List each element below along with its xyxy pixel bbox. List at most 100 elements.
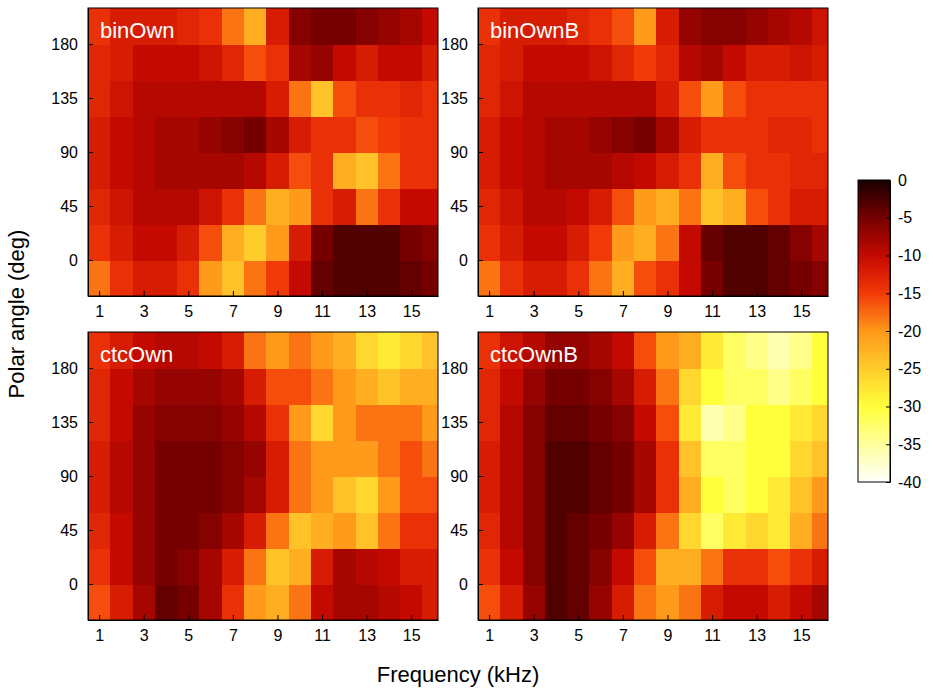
heat-cell [790,548,813,585]
heat-cell [88,260,111,296]
heat-cell [478,224,501,261]
heat-cell [88,188,111,225]
heat-cell [589,548,612,585]
heat-cell [400,404,423,441]
heat-cell [500,260,523,296]
heat-cell [311,260,334,296]
heat-cell [679,44,702,81]
x-axis-line [89,296,439,297]
heat-cell [177,116,200,153]
heat-cell [88,116,111,153]
heat-cell [523,548,546,585]
x-tick: 11 [704,615,721,644]
y-axis: 04590135180 [51,333,93,621]
colorbar-tick-mark [886,293,890,294]
y-tick: 0 [69,576,93,593]
heat-cell [500,44,523,81]
y-tick-label: 180 [51,360,78,377]
heat-cell [545,440,568,477]
heat-cell [634,116,657,153]
heat-cell [768,8,791,45]
heat-cell [634,584,657,620]
cells [478,8,828,296]
heat-cell [333,224,356,261]
heat-cell [634,8,657,45]
heat-cell [812,332,828,369]
x-tick-mark [99,291,100,296]
heat-cell [679,548,702,585]
heat-cell [222,152,245,189]
heat-cell [634,476,657,513]
x-tick: 1 [95,615,104,644]
y-tick: 135 [441,414,483,431]
panel: 1357911131504590135180ctcOwnB [441,332,835,644]
heat-cell [266,584,289,620]
heat-cell [289,440,312,477]
heat-cell [746,440,769,477]
panel: 1357911131504590135180binOwnB [441,8,835,320]
x-tick: 15 [403,291,421,320]
heat-cell [199,368,222,405]
heat-cell [244,332,267,369]
y-tick-label: 90 [450,144,468,161]
heat-cell [266,476,289,513]
heat-cell [289,584,312,620]
heat-cell [333,440,356,477]
colorbar-tick-mark [886,482,890,483]
x-tick: 11 [314,615,331,644]
heat-cell [723,116,746,153]
heat-cell [378,512,401,549]
heat-cell [133,80,156,117]
heat-cell [746,80,769,117]
heat-cell [679,152,702,189]
heat-cell [723,440,746,477]
x-axis-line [479,620,829,621]
heat-cell [199,224,222,261]
heat-cell [812,188,828,225]
x-tick-label: 13 [748,627,766,644]
x-tick-mark [233,615,234,620]
heat-cell [422,368,438,405]
heat-cell [378,260,401,296]
x-tick-label: 9 [664,303,673,320]
heat-cell [656,260,679,296]
heat-cell [545,80,568,117]
heat-cell [478,548,501,585]
panel-title: binOwn [100,18,175,43]
y-tick-label: 135 [441,414,468,431]
x-tick-mark [757,615,758,620]
x-tick-label: 9 [274,627,283,644]
colorbar-tick: -30 [886,398,921,415]
y-tick-label: 180 [51,36,78,53]
heat-cell [222,80,245,117]
heat-cell [289,404,312,441]
heat-cell [589,512,612,549]
x-tick-label: 7 [229,627,238,644]
x-tick-label: 11 [314,627,331,644]
heat-cell [244,152,267,189]
heat-cell [567,188,590,225]
x-tick-label: 15 [403,303,421,320]
colorbar: 0-5-10-15-20-25-30-35-40 [858,172,921,491]
heat-cell [266,8,289,45]
colorbar-tick-label: -25 [898,360,921,377]
heat-cell [110,260,133,296]
heat-cell [333,476,356,513]
heat-cell [634,368,657,405]
heat-cell [222,188,245,225]
y-tick-mark [88,476,93,477]
heat-cell [723,476,746,513]
heat-cell [422,8,438,45]
heat-cell [656,116,679,153]
x-tick-mark [144,291,145,296]
heat-cell [589,584,612,620]
heat-cell [567,512,590,549]
y-tick-mark [478,584,483,585]
heat-cell [545,584,568,620]
figure: 135 7 9 11 13 15 04590135180 binOwn 135791113150… [0,0,933,698]
y-tick-label: 90 [60,144,78,161]
heat-cell [634,260,657,296]
heat-cell [656,188,679,225]
heat-cell [400,260,423,296]
heat-cell [790,116,813,153]
